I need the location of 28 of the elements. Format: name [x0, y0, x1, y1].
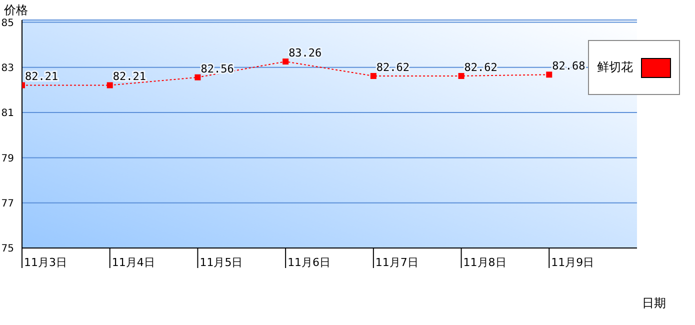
- y-tick-label: 79: [1, 153, 14, 164]
- x-tick-label: 11月7日: [375, 256, 418, 269]
- y-axis-title: 价格: [3, 3, 28, 17]
- data-label: 83.26: [288, 46, 322, 60]
- x-tick-label: 11月4日: [112, 256, 155, 269]
- data-label: 82.62: [464, 60, 498, 74]
- x-tick-label: 11月6日: [288, 256, 331, 269]
- y-tick-label: 85: [1, 18, 14, 29]
- x-tick-label: 11月9日: [551, 256, 594, 269]
- data-label: 82.62: [376, 60, 410, 74]
- point: [106, 82, 113, 88]
- point: [282, 58, 289, 65]
- y-tick-label: 81: [1, 108, 14, 120]
- x-tick-label: 11月8日: [463, 256, 506, 269]
- point: [546, 72, 552, 78]
- data-label: 82.56: [200, 62, 234, 76]
- legend-label: 鲜切花: [597, 59, 633, 76]
- point: [194, 74, 201, 80]
- data-label: 82.21: [112, 70, 146, 84]
- x-tick-label: 11月5日: [200, 256, 243, 269]
- x-tick-label: 11月3日: [24, 256, 67, 269]
- data-label: 82.21: [25, 70, 58, 84]
- point: [458, 72, 464, 79]
- y-tick-label: 77: [1, 198, 14, 210]
- y-tick-label: 83: [1, 62, 14, 74]
- y-tick-label: 75: [1, 244, 14, 255]
- x-axis-title: 日期: [642, 296, 666, 310]
- point: [370, 72, 376, 79]
